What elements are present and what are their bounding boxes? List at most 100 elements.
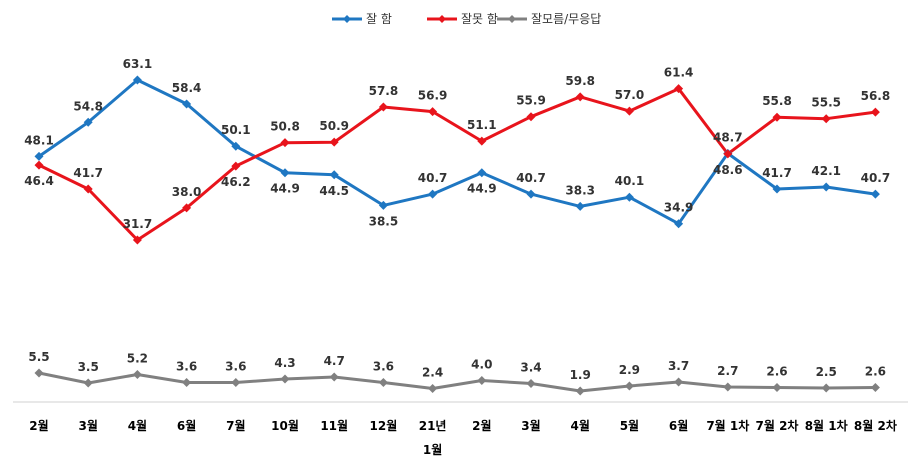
- data-point: [231, 161, 241, 171]
- data-point: [34, 160, 44, 170]
- data-point: [378, 200, 388, 210]
- data-label: 2.7: [717, 364, 738, 378]
- data-label: 41.7: [762, 166, 792, 180]
- x-tick-label: 2월: [29, 418, 48, 433]
- data-label: 3.4: [520, 361, 541, 375]
- data-point: [526, 379, 536, 388]
- x-tick-label: 3월: [79, 418, 98, 433]
- legend-item: 잘 함: [332, 12, 392, 26]
- data-label: 40.1: [615, 174, 645, 188]
- data-point: [772, 184, 782, 194]
- data-point: [674, 84, 684, 94]
- data-point: [329, 137, 339, 147]
- data-point: [477, 376, 487, 385]
- data-point: [182, 203, 192, 213]
- data-label: 38.0: [172, 185, 202, 199]
- legend: 잘 함 잘못 함 잘모름/무응답: [332, 12, 601, 26]
- data-labels: 48.1 54.8 63.1 58.4 50.1 44.9 44.5 38.5 40.7 44.9…: [24, 57, 890, 382]
- data-label: 40.7: [516, 171, 546, 185]
- data-label: 48.1: [24, 133, 54, 147]
- data-point: [821, 383, 831, 393]
- data-label: 2.9: [619, 363, 640, 377]
- data-point: [280, 374, 290, 384]
- data-point: [624, 192, 634, 202]
- data-point: [575, 92, 585, 102]
- data-point: [575, 386, 585, 396]
- data-label: 48.7: [713, 130, 743, 144]
- data-label: 3.6: [225, 360, 246, 374]
- data-label: 3.6: [373, 360, 394, 374]
- data-label: 42.1: [811, 164, 841, 178]
- data-label: 4.3: [274, 356, 295, 370]
- series-line-2: [38, 87, 876, 242]
- data-label: 59.8: [565, 74, 595, 88]
- series-line-3: [38, 371, 876, 393]
- data-point: [674, 377, 684, 387]
- legend-item: 잘모름/무응답: [497, 12, 601, 26]
- data-point: [870, 189, 880, 199]
- series-line-1: [38, 78, 876, 226]
- x-tick-label: 12월: [370, 418, 398, 433]
- x-tick-label: 2월: [472, 418, 491, 433]
- x-tick-label: 7월: [226, 418, 245, 433]
- x-tick-label: 8월 1차: [805, 418, 848, 433]
- data-label: 41.7: [73, 166, 103, 180]
- data-point: [182, 99, 192, 109]
- data-label: 50.1: [221, 123, 251, 137]
- data-point: [723, 382, 733, 392]
- data-label: 4.0: [471, 358, 492, 372]
- data-point: [83, 117, 93, 127]
- data-point: [624, 106, 634, 116]
- data-label: 3.5: [78, 360, 99, 374]
- data-label: 4.7: [324, 354, 345, 368]
- data-label: 57.0: [615, 88, 645, 102]
- data-point: [772, 112, 782, 122]
- data-label: 50.8: [270, 120, 300, 134]
- data-label: 44.5: [319, 184, 349, 198]
- data-label: 50.9: [319, 119, 349, 133]
- x-tick-label: 3월: [521, 418, 540, 433]
- data-label: 44.9: [270, 182, 300, 196]
- legend-item: 잘못 함: [427, 12, 498, 26]
- data-point: [428, 189, 438, 199]
- data-point: [83, 378, 93, 388]
- data-point: [132, 370, 142, 379]
- x-tick-label: 8월 2차: [854, 418, 897, 433]
- data-label: 58.4: [172, 81, 202, 95]
- data-label: 38.5: [369, 214, 399, 228]
- data-point: [477, 168, 487, 178]
- data-label: 40.7: [861, 171, 891, 185]
- data-label: 2.4: [422, 366, 443, 380]
- x-axis-ticks: 2월 3월 4월 6월 7월 10월 11월 12월 21년 1월 2월 3월 4월 5월 6월 7월 1차 7…: [29, 418, 897, 457]
- data-label: 2.5: [816, 365, 837, 379]
- data-point: [182, 378, 192, 387]
- data-point: [526, 189, 536, 199]
- legend-marker: [508, 15, 516, 23]
- data-label: 48.6: [713, 163, 743, 177]
- data-label: 46.4: [24, 174, 54, 188]
- data-label: 3.7: [668, 359, 689, 373]
- data-label: 46.2: [221, 175, 251, 189]
- data-label: 61.4: [664, 66, 694, 80]
- data-label: 3.6: [176, 360, 197, 374]
- x-tick-label: 10월: [271, 418, 299, 433]
- data-label: 44.9: [467, 182, 497, 196]
- x-tick-label: 7월 1차: [706, 418, 749, 433]
- data-point: [378, 102, 388, 112]
- data-label: 55.5: [811, 96, 841, 110]
- data-label: 5.5: [28, 350, 49, 364]
- data-point: [231, 141, 241, 151]
- x-tick-label: 5월: [620, 418, 639, 433]
- data-point: [821, 114, 831, 124]
- data-point: [329, 170, 339, 180]
- data-point: [772, 383, 782, 392]
- data-label: 56.8: [861, 89, 891, 103]
- legend-label: 잘못 함: [461, 12, 498, 26]
- data-label: 2.6: [766, 365, 787, 379]
- data-label: 1.9: [570, 368, 591, 382]
- data-point: [428, 384, 438, 393]
- legend-marker: [438, 15, 446, 23]
- series-lines: [38, 78, 876, 393]
